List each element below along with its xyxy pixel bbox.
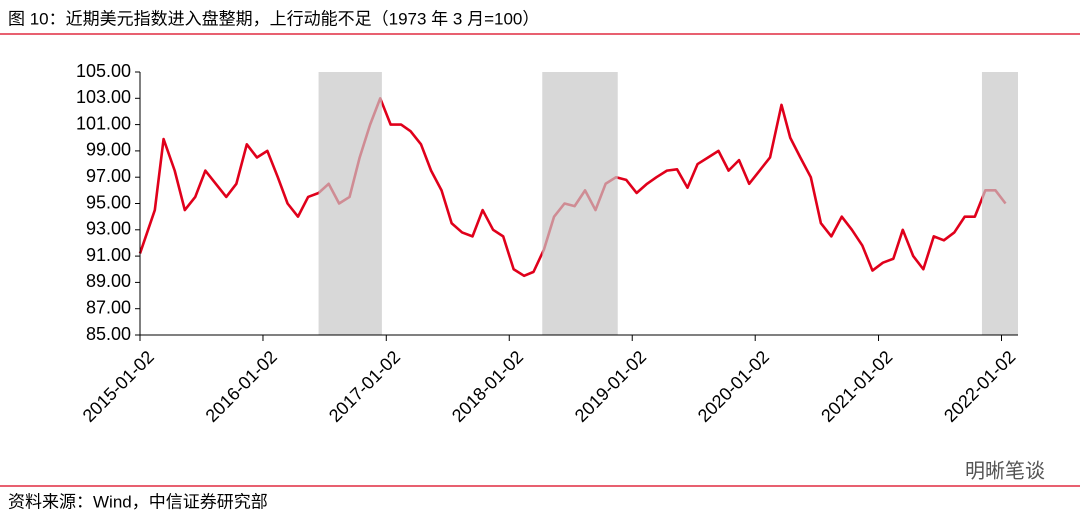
y-tick-label: 103.00 [76,87,131,107]
chart-title: 图 10：近期美元指数进入盘整期，上行动能不足（1973 年 3 月=100） [8,9,539,28]
y-tick-label: 89.00 [86,271,131,291]
shaded-range [981,72,1018,335]
y-tick-label: 91.00 [86,245,131,265]
y-tick-label: 95.00 [86,192,131,212]
x-tick-label: 2016-01-02 [202,347,281,426]
x-tick-label: 2017-01-02 [325,347,404,426]
y-tick-label: 105.00 [76,61,131,81]
x-tick-label: 2018-01-02 [448,347,527,426]
x-tick-label: 2019-01-02 [571,347,650,426]
plot-area: 85.00 87.00 89.00 91.00 93.00 95.00 97.00 99.00… [76,61,1019,426]
x-tick-label: 2020-01-02 [694,347,773,426]
y-tick-label: 87.00 [86,297,131,317]
watermark: 明晰笔谈 [965,459,1045,482]
source-note: 资料来源：Wind，中信证券研究部 [8,492,268,511]
x-tick-label: 2021-01-02 [817,347,896,426]
y-tick-label: 93.00 [86,219,131,239]
y-tick-label: 85.00 [86,324,131,344]
x-tick-label: 2015-01-02 [79,347,158,426]
x-tick-label: 2022-01-02 [940,347,1019,426]
shaded-range [542,72,618,335]
y-tick-label: 99.00 [86,140,131,160]
y-tick-label: 101.00 [76,113,131,133]
y-tick-label: 97.00 [86,166,131,186]
shaded-range [318,72,382,335]
